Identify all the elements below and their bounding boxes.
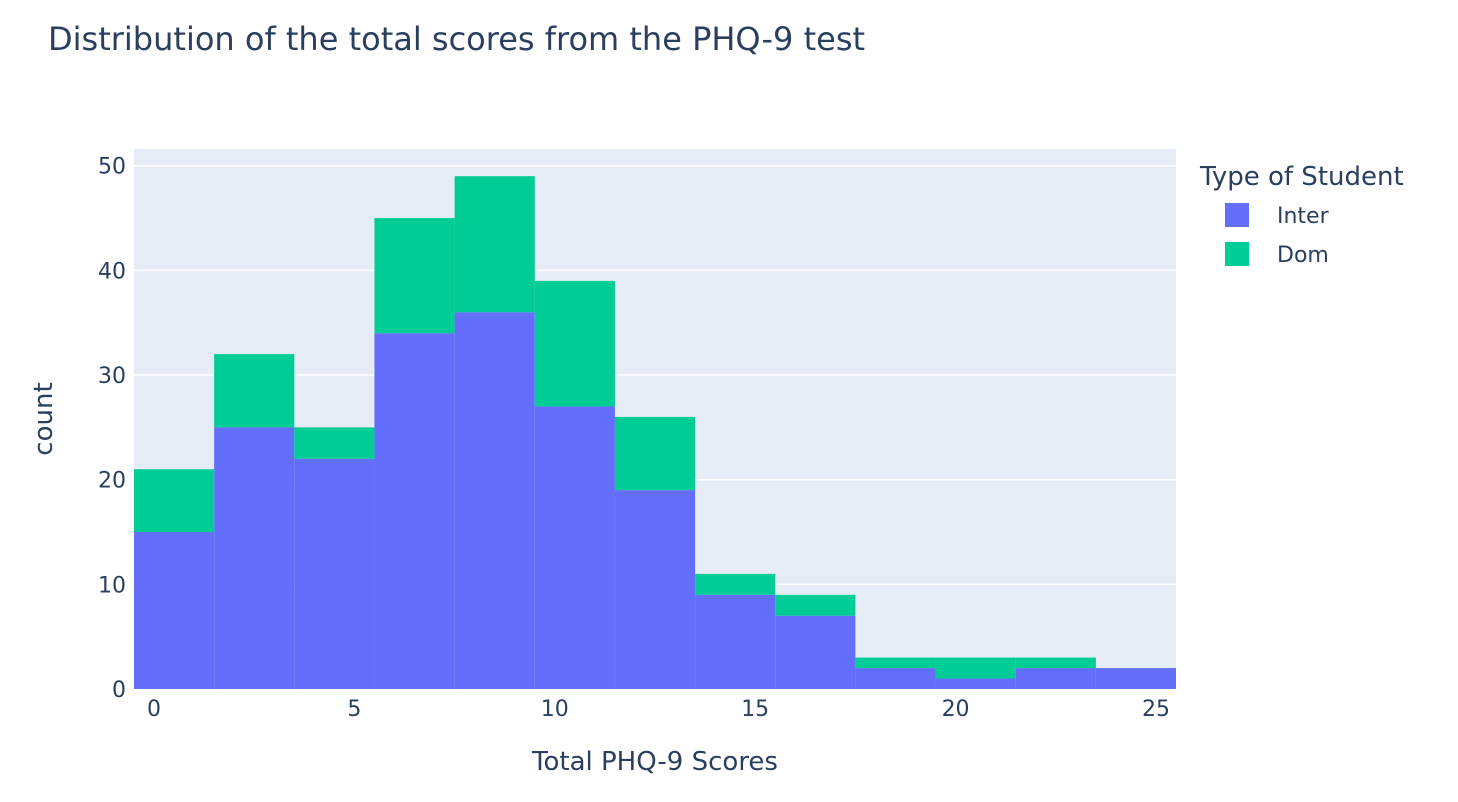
legend-swatch [1225, 242, 1249, 266]
bar-inter-bin-5[interactable] [534, 406, 615, 689]
y-tick-label: 30 [98, 364, 126, 389]
x-tick-label: 25 [1142, 697, 1170, 722]
bar-inter-bin-6[interactable] [614, 490, 696, 689]
bars [134, 176, 1176, 689]
legend-label: Inter [1277, 204, 1330, 229]
bar-dom-bin-10[interactable] [935, 657, 1016, 679]
y-tick-label: 0 [112, 678, 126, 703]
x-tick-label: 5 [347, 697, 361, 722]
x-tick-label: 15 [741, 697, 769, 722]
chart-title: Distribution of the total scores from th… [48, 20, 865, 58]
y-tick-label: 10 [98, 573, 126, 598]
legend-title: Type of Student [1199, 162, 1404, 192]
bar-inter-bin-11[interactable] [1015, 668, 1096, 689]
bar-inter-bin-10[interactable] [935, 678, 1016, 689]
x-tick-label: 10 [541, 697, 569, 722]
bar-dom-bin-0[interactable] [134, 469, 215, 533]
y-axis-title: count [29, 382, 59, 455]
bar-inter-bin-3[interactable] [374, 333, 455, 689]
legend-swatch [1225, 203, 1249, 227]
legend[interactable]: Type of Student Inter Dom [1199, 162, 1404, 268]
bar-dom-bin-2[interactable] [294, 427, 375, 459]
bar-inter-bin-2[interactable] [294, 458, 375, 689]
x-axis-title: Total PHQ-9 Scores [531, 747, 778, 777]
x-axis-ticks: 0 5 10 15 20 25 [147, 697, 1170, 722]
x-tick-label: 20 [942, 697, 970, 722]
bar-dom-bin-8[interactable] [775, 594, 856, 616]
bar-inter-bin-9[interactable] [855, 668, 936, 689]
bar-dom-bin-11[interactable] [1015, 657, 1096, 669]
bar-inter-bin-1[interactable] [214, 427, 295, 689]
y-tick-label: 20 [98, 469, 126, 494]
bar-dom-bin-7[interactable] [695, 573, 776, 595]
bar-dom-bin-1[interactable] [214, 354, 295, 428]
y-axis-ticks: 0 10 20 30 40 50 [98, 155, 126, 703]
bar-inter-bin-4[interactable] [454, 312, 535, 689]
y-tick-label: 40 [98, 259, 126, 284]
x-tick-label: 0 [147, 697, 161, 722]
legend-item-inter[interactable]: Inter [1225, 203, 1330, 229]
bar-inter-bin-8[interactable] [775, 615, 856, 689]
bar-dom-bin-6[interactable] [614, 416, 696, 491]
bar-inter-bin-7[interactable] [695, 594, 776, 689]
bar-inter-bin-0[interactable] [134, 532, 215, 689]
legend-label: Dom [1277, 243, 1329, 268]
bar-dom-bin-5[interactable] [534, 280, 615, 407]
y-tick-label: 50 [98, 155, 126, 180]
bar-inter-bin-12[interactable] [1095, 668, 1176, 689]
legend-item-dom[interactable]: Dom [1225, 242, 1329, 268]
bar-dom-bin-4[interactable] [454, 176, 535, 313]
bar-dom-bin-3[interactable] [374, 218, 455, 334]
bar-dom-bin-9[interactable] [855, 657, 936, 669]
